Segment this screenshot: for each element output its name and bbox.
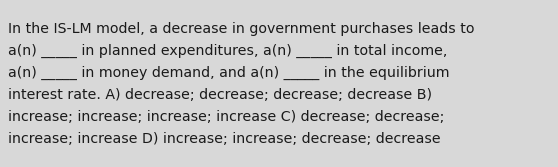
Text: interest rate. A) decrease; decrease; decrease; decrease B): interest rate. A) decrease; decrease; de… — [8, 88, 432, 102]
Text: In the IS-LM model, a decrease in government purchases leads to: In the IS-LM model, a decrease in govern… — [8, 22, 474, 36]
Text: increase; increase D) increase; increase; decrease; decrease: increase; increase D) increase; increase… — [8, 132, 441, 146]
Text: increase; increase; increase; increase C) decrease; decrease;: increase; increase; increase; increase C… — [8, 110, 444, 124]
Text: a(n) _____ in planned expenditures, a(n) _____ in total income,: a(n) _____ in planned expenditures, a(n)… — [8, 44, 448, 58]
Text: a(n) _____ in money demand, and a(n) _____ in the equilibrium: a(n) _____ in money demand, and a(n) ___… — [8, 66, 450, 80]
